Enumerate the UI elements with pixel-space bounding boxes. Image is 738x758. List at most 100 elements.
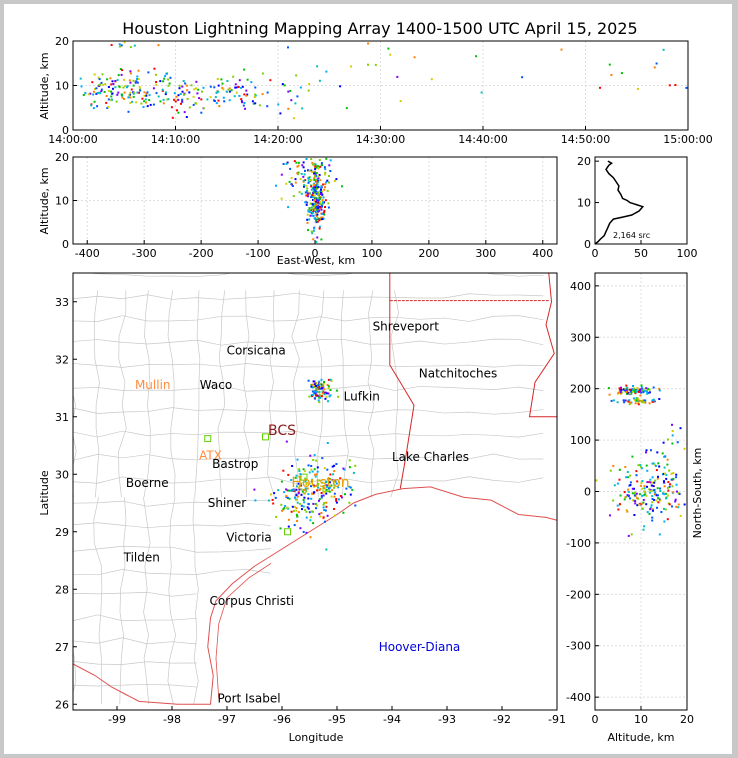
th-source-point (140, 102, 143, 105)
ns-source-point (635, 470, 638, 473)
th-source-point (132, 79, 135, 82)
th-source-point (206, 98, 209, 101)
th-source-point (653, 66, 656, 69)
ew-source-point (305, 194, 308, 197)
th-source-point (258, 104, 261, 107)
map-source-point (319, 396, 322, 399)
th-source-point (209, 85, 212, 88)
ns-source-point (637, 403, 640, 406)
th-source-point (668, 84, 671, 87)
map-source-point (298, 475, 301, 478)
th-source-point (127, 110, 130, 113)
map-source-point (325, 548, 328, 551)
ew-source-point (311, 214, 314, 217)
ns-source-point (659, 499, 662, 502)
th-source-point (318, 79, 321, 82)
ew-xtick-label: -100 (246, 247, 271, 260)
map-source-point (325, 484, 328, 487)
ns-source-point (627, 476, 630, 479)
map-source-point (311, 393, 314, 396)
th-source-point (277, 103, 280, 106)
ew-source-point (317, 192, 320, 195)
ns-source-point (635, 399, 638, 402)
ns-source-point (663, 466, 666, 469)
map-source-point (318, 390, 321, 393)
th-source-point (171, 116, 174, 119)
ew-ytick-label: 0 (62, 238, 69, 251)
ew-source-point (323, 188, 326, 191)
th-source-point (144, 98, 147, 101)
ew-source-point (320, 238, 323, 241)
ns-source-point (641, 480, 644, 482)
map-source-point (307, 493, 310, 496)
ew-source-point (308, 209, 311, 212)
map-source-point (329, 389, 332, 392)
ns-source-point (668, 469, 671, 472)
ew-source-point (328, 181, 330, 184)
ew-source-point (313, 194, 316, 197)
map-source-point (317, 486, 319, 489)
th-source-point (106, 78, 109, 81)
ns-source-point (661, 452, 664, 455)
ns-source-point (651, 462, 654, 465)
ew-source-point (320, 188, 322, 191)
ns-source-point (631, 455, 634, 458)
time-height-panel: 14:00:00 14:10:00 14:20:00 14:30:00 14:40:00… (48, 35, 712, 146)
th-source-point (98, 83, 101, 86)
map-source-point (298, 485, 301, 488)
ns-xtick-label: 20 (680, 713, 694, 726)
th-source-point (110, 44, 113, 46)
panel-border (594, 156, 688, 245)
ns-source-point (672, 472, 675, 474)
th-source-point (154, 73, 157, 76)
ns-source-point (624, 399, 627, 402)
county-line (143, 497, 151, 705)
map-source-point (313, 468, 316, 471)
th-source-point (162, 80, 165, 83)
city-label: Bastrop (212, 457, 258, 471)
ns-source-point (637, 391, 640, 393)
ns-source-point (626, 494, 629, 497)
ns-ytick-label: 400 (570, 280, 591, 293)
ns-source-point (608, 393, 611, 396)
map-source-point (326, 514, 329, 517)
ew-source-point (321, 190, 324, 193)
th-source-point (128, 94, 131, 97)
th-source-point (560, 48, 563, 51)
th-source-point (200, 98, 203, 101)
ns-source-point (648, 488, 651, 491)
city-label: Houston (291, 475, 349, 491)
map-source-point (290, 479, 293, 481)
ns-source-point (640, 386, 643, 389)
map-source-point (285, 440, 288, 443)
ns-source-point (643, 399, 646, 402)
th-source-point (104, 83, 107, 85)
th-source-point (109, 77, 112, 80)
city-label: Natchitoches (419, 367, 497, 381)
map-source-point (295, 513, 298, 516)
map-source-point (348, 501, 351, 504)
ns-source-point (657, 462, 660, 465)
th-source-point (181, 100, 184, 103)
th-source-point (221, 82, 224, 85)
ew-source-point (304, 191, 307, 194)
th-source-point (345, 107, 348, 110)
th-source-point (138, 86, 141, 89)
th-source-point (316, 65, 319, 68)
ns-source-point (632, 385, 634, 387)
map-source-point (311, 480, 313, 483)
county-line (73, 591, 197, 597)
th-source-point (98, 78, 101, 81)
th-xtick-label: 14:20:00 (253, 133, 302, 146)
ew-source-point (319, 165, 322, 168)
map-source-point (328, 481, 331, 484)
th-source-point (430, 78, 433, 81)
map-source-point (317, 482, 320, 485)
th-source-point (121, 69, 124, 72)
th-source-point (216, 78, 219, 80)
ns-source-point (620, 386, 622, 389)
ns-source-point (646, 481, 649, 484)
ns-source-point (627, 488, 630, 491)
ew-source-point (297, 171, 300, 174)
ns-source-point (636, 504, 639, 507)
